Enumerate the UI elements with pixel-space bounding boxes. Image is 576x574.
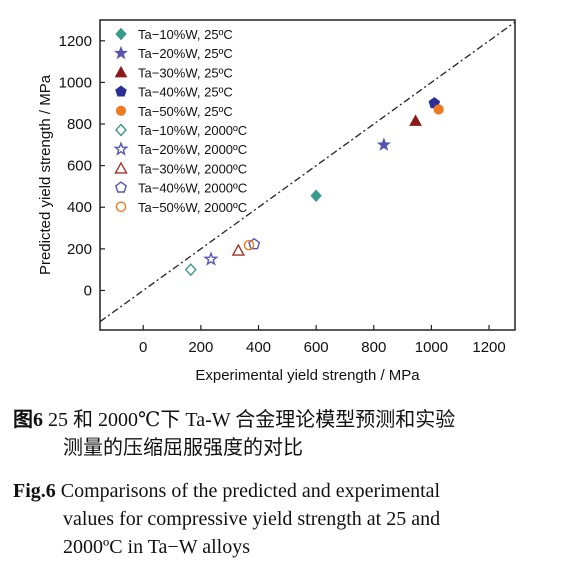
reference-line [99, 21, 516, 323]
caption-cn-text: 25 和 2000℃下 Ta-W 合金理论模型预测和实验 [43, 409, 456, 431]
data-point [184, 263, 197, 277]
y-tick-label: 600 [67, 158, 92, 175]
legend-label: Ta−10%W, 2000ºC [138, 123, 247, 138]
y-axis: 0 200 400 600 800 1000 1200 [59, 33, 105, 299]
legend-marker [115, 123, 127, 137]
legend-marker [115, 201, 127, 213]
legend-marker [114, 161, 128, 174]
y-tick-label: 800 [67, 116, 92, 133]
data-point [248, 237, 261, 250]
legend-marker [113, 45, 129, 60]
legend-label: Ta−50%W, 2000ºC [138, 200, 247, 215]
legend-label: Ta−20%W, 25ºC [138, 46, 233, 61]
data-point [310, 189, 322, 203]
legend-marker [115, 105, 127, 116]
x-tick-label: 200 [188, 339, 213, 356]
y-tick-label: 0 [84, 282, 92, 299]
legend-marker [115, 27, 127, 41]
y-axis-label: Predicted yield strength / MPa [37, 74, 54, 275]
legend-label: Ta−40%W, 25ºC [138, 85, 233, 100]
legend-label: Ta−30%W, 25ºC [138, 65, 233, 80]
legend-marker [113, 141, 129, 156]
x-axis: 0 200 400 600 800 1000 1200 [139, 325, 506, 356]
legend-marker [115, 85, 127, 97]
x-tick-label: 600 [304, 339, 329, 356]
caption-chinese: 图6 25 和 2000℃下 Ta-W 合金理论模型预测和实验 测量的压缩屈服强… [13, 406, 563, 462]
y-tick-label: 200 [67, 241, 92, 258]
caption-english: Fig.6 Comparisons of the predicted and e… [13, 477, 563, 561]
caption-en-text-2: values for compressive yield strength at… [63, 508, 441, 530]
legend-label: Ta−30%W, 2000ºC [138, 161, 247, 176]
x-tick-label: 400 [246, 339, 271, 356]
data-point [231, 243, 246, 256]
data-point [409, 114, 422, 126]
legend: Ta−10%W, 25ºC Ta−20%W, 25ºC Ta−30%W, 25ºC T… [113, 27, 247, 215]
data-point [243, 239, 255, 251]
x-tick-label: 1000 [415, 339, 448, 356]
x-tick-label: 0 [139, 339, 147, 356]
y-tick-label: 400 [67, 199, 92, 216]
y-tick-label: 1000 [59, 74, 92, 91]
plot-frame [99, 19, 516, 331]
x-tick-label: 1200 [472, 339, 505, 356]
y-tick-label: 1200 [59, 33, 92, 50]
legend-marker [114, 181, 128, 193]
chart: 0 200 400 600 800 1000 1200 0 200 400 600 800 1000 1… [37, 19, 516, 384]
data-point [376, 137, 391, 151]
data-point [433, 104, 444, 115]
caption-en-text: Comparisons of the predicted and experim… [55, 480, 441, 502]
x-tick-label: 800 [361, 339, 386, 356]
x-axis-label: Experimental yield strength / MPa [195, 367, 420, 384]
legend-label: Ta−40%W, 2000ºC [138, 181, 247, 196]
caption-en-text-3: 2000ºC in Ta−W alloys [63, 536, 251, 558]
caption-cn-label: 图6 [13, 409, 43, 431]
data-point [203, 251, 219, 266]
data-points [184, 97, 444, 277]
caption-en-label: Fig.6 [13, 480, 56, 502]
caption-cn-text-2: 测量的压缩屈服强度的对比 [63, 437, 303, 459]
legend-label: Ta−50%W, 25ºC [138, 104, 233, 119]
legend-label: Ta−20%W, 2000ºC [138, 142, 247, 157]
legend-marker [114, 65, 128, 78]
legend-label: Ta−10%W, 25ºC [138, 27, 233, 42]
